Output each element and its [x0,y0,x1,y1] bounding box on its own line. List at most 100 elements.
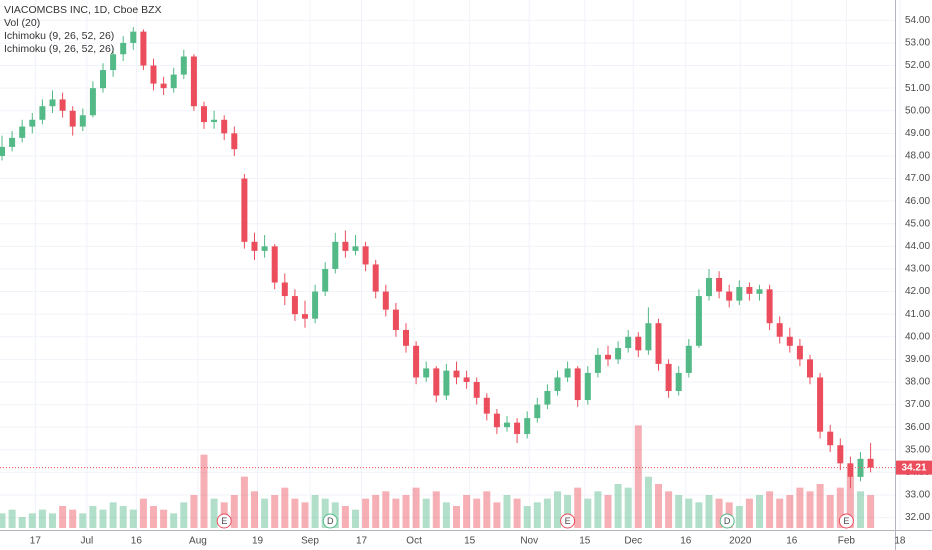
candle-body [39,106,46,120]
candle-body [625,336,632,349]
candle-body [140,31,147,66]
candle-body [726,291,733,301]
candle-body [807,359,813,378]
candle-body [574,368,581,401]
volume-bar [796,487,804,528]
indicator-label: Ichimoku (9, 26, 52, 26) [4,43,114,55]
candle-body [706,277,712,297]
candle-body [514,422,521,434]
candle-body [796,345,803,360]
volume-bar [523,506,531,528]
volume-bar [574,487,582,528]
candle-body [221,119,228,134]
y-tick-label: 48.00 [905,151,930,162]
x-tick-label: Dec [624,536,642,547]
candle-body [89,88,96,116]
volume-bar [382,491,390,528]
volume-bar [533,502,541,528]
x-tick-label: 15 [464,536,476,547]
volume-bar [321,498,329,528]
candle-body [281,282,288,297]
candle-body [100,70,106,89]
volume-bar [554,491,561,528]
event-label: E [221,516,227,526]
volume-bar [695,502,703,528]
volume-bar [49,513,56,528]
y-tick-label: 51.00 [905,83,930,94]
candle-body [49,99,56,107]
volume-bar [170,513,178,528]
volume-bar [129,509,137,528]
volume-bar [857,491,864,528]
price-pane [0,27,895,489]
candle-body [594,354,601,373]
y-tick-label: 32.00 [905,512,930,523]
volume-bar [564,495,572,528]
candle-body [79,115,86,127]
candle-body [443,370,450,396]
volume-bar [846,476,854,528]
volume-bar [715,498,723,528]
candle-body [665,363,672,392]
volume-bar [685,498,693,528]
volume-bar [89,506,97,528]
candle-body [413,345,420,378]
volume-bar [150,506,157,528]
candle-body [463,377,470,382]
volume-bar [634,425,642,528]
candle-body [332,241,339,269]
volume-bar [69,509,77,528]
volume-bar [473,498,481,528]
volume-bar [0,513,6,528]
candle-body [473,381,480,398]
volume-bar [160,509,168,528]
candle-body [504,422,510,428]
candle-body [423,368,430,378]
candle-body [695,296,702,346]
x-tick-label: 16 [680,536,692,547]
volume-bar [99,509,107,528]
volume-bar [412,487,420,528]
volume-bar [806,491,814,528]
candle-body [847,463,854,477]
volume-bar [665,491,673,528]
axes: 32.0033.0034.0035.0036.0037.0038.0039.00… [30,15,932,547]
candle-body [867,458,874,468]
candle-body [150,65,157,84]
y-tick-label: 40.00 [905,331,930,342]
volume-bar [38,509,46,528]
volume-bar [372,495,380,528]
candle-body [291,296,298,315]
x-tick-label: 17 [30,536,42,547]
candle-body [756,289,763,294]
volume-bar [614,484,622,528]
volume-bar [422,498,430,528]
volume-bar [352,509,359,528]
volume-bar [836,487,844,528]
x-tick-label: 15 [579,536,591,547]
y-tick-label: 52.00 [905,60,930,71]
candle-body [776,323,783,337]
volume-bar [655,484,662,528]
event-marker [560,513,576,529]
candle-body [403,329,409,346]
volume-bar [675,495,683,528]
candle-body [241,178,248,242]
y-tick-label: 39.00 [905,354,930,365]
x-tick-label: 16 [131,536,143,547]
indicator-label: Vol (20) [4,17,40,29]
y-tick-label: 46.00 [905,196,930,207]
volume-bar [251,491,258,528]
candle-body [0,146,5,156]
candle-body [312,291,319,319]
x-tick-label: Oct [406,536,422,547]
candle-body [352,246,359,251]
event-label: D [327,516,334,526]
indicator-label: Ichimoku (9, 26, 52, 26) [4,30,114,42]
y-tick-label: 43.00 [905,264,930,275]
volume-bar [756,495,763,528]
volume-bar [543,498,551,528]
candle-body [635,336,642,351]
volume-bar [200,454,208,528]
